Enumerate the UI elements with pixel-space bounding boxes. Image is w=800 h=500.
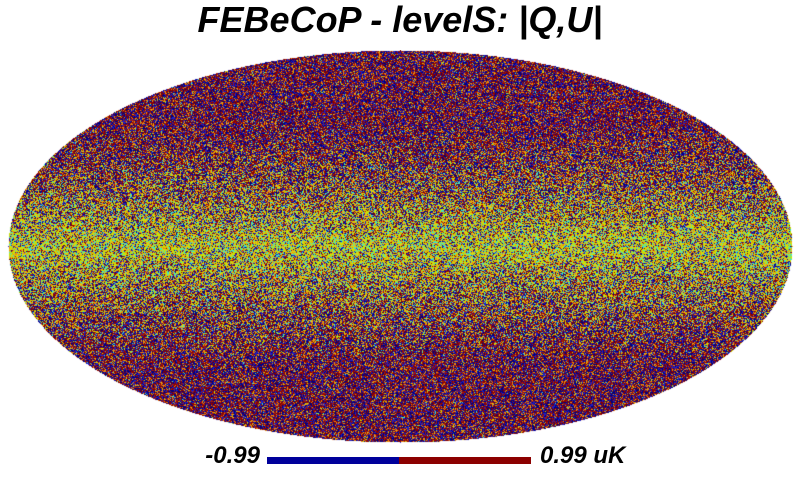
colorbar-low-segment [267,457,399,464]
colorbar: -0.99 0.99 uK [0,440,800,476]
colorbar-min-label: -0.99 [205,442,260,469]
map-title: FEBeCoP - levelS: |Q,U| [197,0,603,40]
mollweide-sky-map [0,50,800,450]
colorbar-gradient [267,457,531,464]
colorbar-max-label: 0.99 uK [540,442,626,469]
colorbar-high-segment [399,457,531,464]
